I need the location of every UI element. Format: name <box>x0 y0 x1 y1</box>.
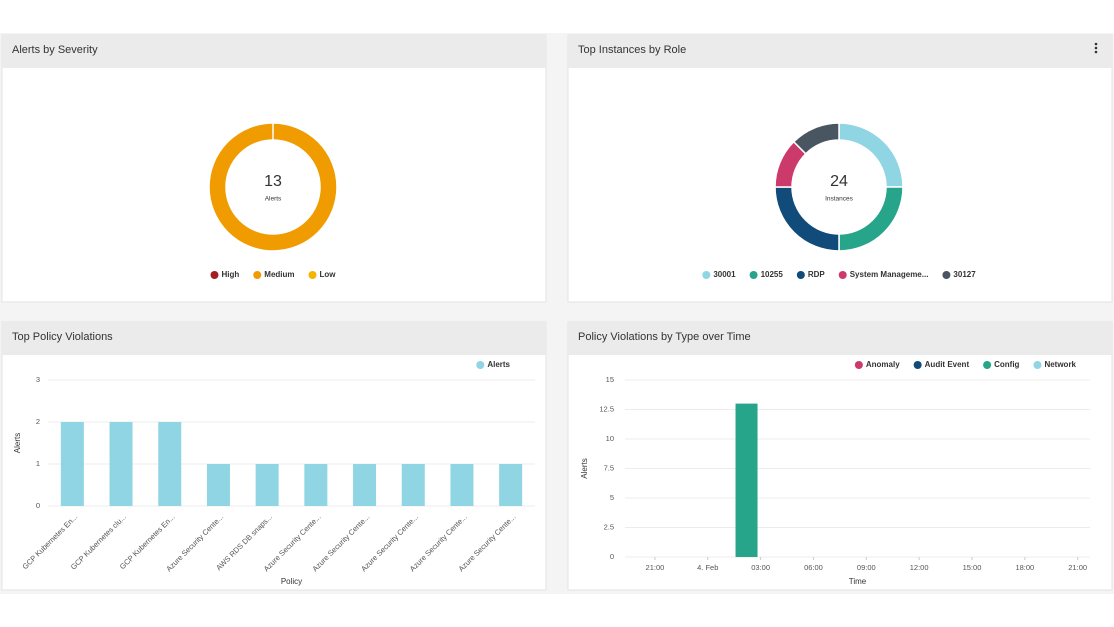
legend-swatch <box>796 271 805 279</box>
legend-swatch <box>854 361 863 369</box>
menu-icon[interactable] <box>1094 42 1098 54</box>
bar <box>401 464 425 506</box>
y-tick-label: 0 <box>610 552 614 561</box>
y-tick-label: 2 <box>36 417 40 426</box>
panel <box>1 34 547 303</box>
bar <box>353 464 377 506</box>
x-tick-label: 15:00 <box>963 563 982 572</box>
x-tick-label: 03:00 <box>751 563 770 572</box>
panel <box>567 34 1113 303</box>
x-tick-label: 21:00 <box>1068 563 1087 572</box>
panel-title: Alerts by Severity <box>12 44 98 56</box>
x-axis-label: Policy <box>281 577 302 586</box>
legend-label: Low <box>320 270 337 279</box>
x-axis-label: Time <box>849 577 867 586</box>
legend-swatch <box>749 271 758 279</box>
center-value: 13 <box>264 173 282 190</box>
panel-header <box>568 35 1112 68</box>
bar <box>206 464 230 506</box>
center-value: 24 <box>830 173 848 190</box>
panel <box>1 321 547 591</box>
legend-label: Medium <box>264 270 294 279</box>
bar <box>450 464 474 506</box>
panel-title: Policy Violations by Type over Time <box>578 331 751 343</box>
legend-swatch <box>983 361 992 369</box>
legend-label: System Manageme... <box>850 270 929 279</box>
y-axis-label: Alerts <box>13 433 22 453</box>
bar <box>158 422 182 506</box>
panel-header <box>2 35 546 68</box>
panel <box>567 321 1113 591</box>
x-tick-label: 06:00 <box>804 563 823 572</box>
legend: 30001 10255 RDP System Manageme... 30127 <box>702 270 976 279</box>
x-tick-label: 4. Feb <box>697 563 718 572</box>
y-tick-label: 1 <box>36 459 40 468</box>
x-tick-label: 21:00 <box>646 563 665 572</box>
y-tick-label: 0 <box>36 501 40 510</box>
center-label: Alerts <box>265 196 282 203</box>
y-tick-label: 7.5 <box>604 463 614 472</box>
legend-label: 10255 <box>761 270 784 279</box>
x-tick-label: 12:00 <box>910 563 929 572</box>
panel-header <box>2 322 546 355</box>
legend-label: Alerts <box>487 360 510 369</box>
legend-label: 30127 <box>953 270 976 279</box>
legend-swatch <box>210 271 219 279</box>
legend-swatch <box>838 271 847 279</box>
x-tick-label: 18:00 <box>1015 563 1034 572</box>
y-tick-label: 2.5 <box>604 522 614 531</box>
legend-label: RDP <box>808 270 826 279</box>
donut-segment <box>208 122 338 252</box>
panel-header <box>568 322 1112 355</box>
legend-swatch <box>1033 361 1042 369</box>
bar <box>499 464 523 506</box>
donut-segment <box>792 122 840 155</box>
panel-title: Top Instances by Role <box>578 44 686 56</box>
legend-swatch <box>308 271 317 279</box>
bar <box>735 403 758 557</box>
legend-label: Config <box>994 360 1019 369</box>
legend-swatch <box>942 271 951 279</box>
y-tick-label: 3 <box>36 375 40 384</box>
bar <box>304 464 328 506</box>
y-tick-label: 10 <box>606 434 614 443</box>
center-label: Instances <box>825 196 854 203</box>
legend-label: Audit Event <box>925 360 970 369</box>
legend-label: 30001 <box>713 270 736 279</box>
legend: Alerts <box>476 360 511 369</box>
legend-label: Network <box>1044 360 1076 369</box>
legend-label: High <box>221 270 239 279</box>
bar <box>255 464 279 506</box>
legend-swatch <box>913 361 922 369</box>
bar <box>109 422 133 506</box>
y-tick-label: 5 <box>610 493 614 502</box>
legend-swatch <box>476 361 485 369</box>
y-axis-label: Alerts <box>580 458 589 478</box>
legend-label: Anomaly <box>866 360 900 369</box>
legend: Anomaly Audit Event Config Network <box>854 360 1077 369</box>
y-tick-label: 12.5 <box>599 404 614 413</box>
legend-swatch <box>253 271 262 279</box>
legend-swatch <box>702 271 711 279</box>
bar <box>60 422 84 506</box>
y-tick-label: 15 <box>606 375 614 384</box>
panel-title: Top Policy Violations <box>12 331 113 343</box>
legend: High Medium Low <box>210 270 336 279</box>
x-tick-label: 09:00 <box>857 563 876 572</box>
